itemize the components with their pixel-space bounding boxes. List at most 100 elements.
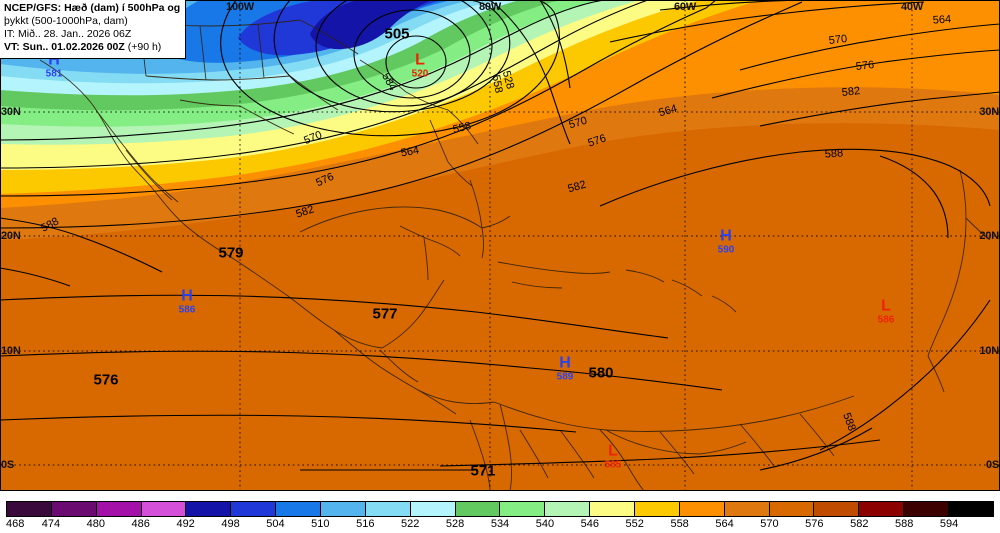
colorbar-swatch-540 bbox=[545, 502, 591, 516]
lon-label-40w: 40W bbox=[900, 1, 924, 13]
contour-label-588-a: 588 bbox=[824, 147, 844, 161]
colorbar-tick-546: 546 bbox=[580, 518, 599, 530]
colorbar-swatch-558 bbox=[679, 502, 725, 516]
colorbar-tick-510: 510 bbox=[311, 518, 330, 530]
lon-label-100w: 100W bbox=[226, 1, 254, 13]
colorbar-swatch-504 bbox=[276, 502, 322, 516]
colorbar-tick-582: 582 bbox=[850, 518, 869, 530]
colorbar-swatch-588 bbox=[904, 502, 950, 516]
map-svg bbox=[0, 0, 1000, 491]
colorbar-swatch-564 bbox=[724, 502, 770, 516]
colorbar-swatch-510 bbox=[321, 502, 366, 516]
colorbar-tick-528: 528 bbox=[445, 518, 465, 530]
pressure-center-high-589: H 589 bbox=[556, 354, 574, 383]
colorbar-swatch-576 bbox=[814, 502, 860, 516]
low-value: 585 bbox=[604, 459, 622, 471]
lat-label-30n-left: 30N bbox=[1, 106, 21, 118]
colorbar-swatch-582 bbox=[859, 502, 905, 516]
map-canvas[interactable]: 30N 20N 10N 0S 30N 20N 10N 0S 100W 80W 6… bbox=[0, 0, 1000, 491]
lat-label-20n-right: 20N bbox=[979, 230, 999, 242]
colorbar-tick-564: 564 bbox=[715, 518, 734, 530]
coastlines bbox=[39, 9, 991, 491]
contour-label-582-c: 582 bbox=[841, 85, 861, 99]
colorbar-tick-534: 534 bbox=[490, 518, 510, 530]
high-symbol: H bbox=[48, 51, 60, 69]
info-line-model-text: NCEP/GFS: Hæð (dam) í 500hPa og bbox=[4, 2, 181, 14]
high-symbol: H bbox=[559, 354, 571, 372]
info-line-variable: þykkt (500-1000hPa, dam) bbox=[4, 15, 128, 28]
map-info-box: NCEP/GFS: Hæð (dam) í 500hPa og þykkt (5… bbox=[0, 0, 187, 59]
colorbar-tick-576: 576 bbox=[805, 518, 824, 530]
info-line-init: IT: Mið.. 28. Jan.. 2026 06Z bbox=[4, 28, 132, 41]
high-symbol: H bbox=[181, 287, 193, 305]
colorbar-swatch-546 bbox=[590, 502, 636, 516]
pressure-center-high-590: H 590 bbox=[717, 227, 735, 256]
pressure-center-high-581: H 581 bbox=[46, 51, 63, 80]
colorbar-tick-492: 492 bbox=[176, 518, 195, 530]
colorbar-tick-588: 588 bbox=[894, 518, 914, 530]
colorbar-tick-504: 504 bbox=[266, 518, 285, 530]
colorbar-swatch-498 bbox=[231, 502, 277, 516]
low-symbol: L bbox=[881, 297, 891, 315]
colorbar-ticks: 468 474 480 486 492 498 504 510 516 522 528 534 540 5… bbox=[6, 518, 994, 532]
colorbar-tick-516: 516 bbox=[356, 518, 375, 530]
contour-label-576-c: 576 bbox=[855, 59, 875, 73]
contour-label-505: 505 bbox=[384, 25, 410, 43]
colorbar-swatch-486 bbox=[141, 502, 187, 516]
lat-label-20n-left: 20N bbox=[1, 230, 21, 242]
lat-label-0s-left: 0S bbox=[1, 459, 15, 471]
colorbar-swatch-480 bbox=[96, 502, 142, 516]
colorbar-tick-480: 480 bbox=[86, 518, 105, 530]
high-value: 590 bbox=[717, 244, 735, 256]
lat-label-10n-left: 10N bbox=[1, 345, 21, 357]
lon-label-60w: 60W bbox=[673, 1, 697, 13]
colorbar-swatch-594 bbox=[949, 502, 993, 516]
contour-label-570-c: 570 bbox=[828, 33, 848, 47]
colorbar-swatch-528 bbox=[455, 502, 501, 516]
colorbar-swatches bbox=[6, 501, 994, 517]
colorbar-swatch-516 bbox=[365, 502, 411, 516]
pressure-center-low-520: L 520 bbox=[411, 51, 429, 80]
filled-contours bbox=[0, 0, 1000, 491]
colorbar-swatch-552 bbox=[635, 502, 680, 516]
low-value: 520 bbox=[411, 68, 429, 80]
contour-label-576: 576 bbox=[93, 371, 119, 389]
contour-label-577: 577 bbox=[372, 305, 398, 323]
colorbar-tick-468: 468 bbox=[6, 518, 25, 530]
colorbar: 468 474 480 486 492 498 504 510 516 522 528 534 540 5… bbox=[0, 491, 1000, 533]
low-value: 586 bbox=[877, 314, 895, 326]
info-valid-offset: (+90 h) bbox=[124, 41, 162, 54]
lat-label-0s-right: 0S bbox=[985, 459, 999, 471]
colorbar-tick-594: 594 bbox=[939, 518, 959, 530]
contour-lines bbox=[0, 0, 1000, 471]
info-valid-time: VT: Sun.. 01.02.2026 00Z bbox=[4, 41, 125, 54]
high-value: 589 bbox=[556, 371, 574, 383]
colorbar-swatch-492 bbox=[186, 502, 232, 516]
high-symbol: H bbox=[720, 227, 732, 245]
colorbar-tick-486: 486 bbox=[131, 518, 150, 530]
colorbar-swatch-474 bbox=[51, 502, 97, 516]
colorbar-swatch-534 bbox=[500, 502, 546, 516]
colorbar-tick-522: 522 bbox=[400, 518, 420, 530]
colorbar-swatch-570 bbox=[769, 502, 815, 516]
pressure-center-low-586: L 586 bbox=[877, 297, 895, 326]
pressure-center-low-585: L 585 bbox=[604, 442, 622, 471]
contour-label-571: 571 bbox=[470, 462, 496, 480]
colorbar-tick-540: 540 bbox=[535, 518, 555, 530]
colorbar-tick-474: 474 bbox=[41, 518, 61, 530]
info-line-model: NCEP/GFS: Hæð (dam) í 500hPa og bbox=[4, 2, 180, 15]
colorbar-tick-558: 558 bbox=[670, 518, 689, 530]
colorbar-tick-570: 570 bbox=[760, 518, 779, 530]
info-line-valid: VT: Sun.. 01.02.2026 00Z (+90 h) bbox=[4, 41, 180, 54]
colorbar-swatch-468 bbox=[7, 502, 52, 516]
high-value: 586 bbox=[178, 304, 196, 316]
pressure-center-high-586: H 586 bbox=[178, 287, 196, 316]
contour-label-580: 580 bbox=[588, 364, 614, 382]
contour-label-564-c: 564 bbox=[932, 13, 952, 27]
lon-label-80w: 80W bbox=[478, 1, 502, 13]
low-symbol: L bbox=[608, 442, 618, 460]
contour-label-579: 579 bbox=[218, 244, 244, 262]
lat-label-30n-right: 30N bbox=[979, 106, 999, 118]
low-symbol: L bbox=[415, 51, 425, 69]
